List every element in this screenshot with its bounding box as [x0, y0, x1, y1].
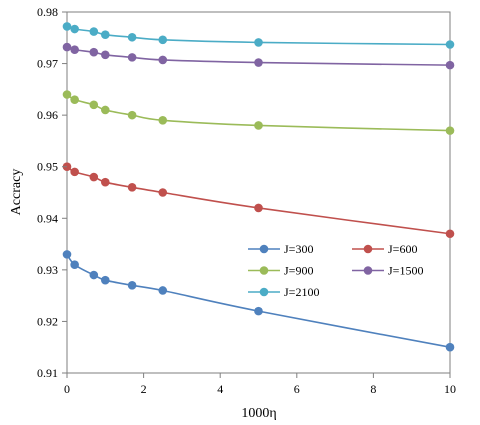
- data-point: [89, 27, 99, 36]
- legend-label: J=900: [284, 264, 313, 278]
- data-point: [62, 22, 72, 31]
- data-point: [254, 203, 263, 213]
- legend-item: J=2100: [248, 285, 319, 299]
- data-point: [445, 342, 455, 352]
- data-point: [70, 24, 79, 34]
- legend-item: J=300: [248, 242, 313, 256]
- legend-marker: [363, 266, 373, 275]
- legend-marker: [259, 287, 269, 297]
- data-point: [254, 121, 263, 130]
- data-point: [445, 40, 455, 49]
- y-tick-label: 0.91: [37, 366, 58, 380]
- data-point: [101, 105, 110, 115]
- data-point: [62, 250, 72, 259]
- legend-label: J=600: [388, 242, 417, 256]
- data-point: [445, 126, 455, 135]
- data-point: [254, 58, 263, 67]
- plot-border: [66, 11, 451, 374]
- x-tick-label: 10: [444, 382, 456, 396]
- data-point: [158, 286, 168, 295]
- legend-item: J=900: [248, 264, 313, 278]
- legend-item: J=600: [352, 242, 417, 256]
- series-j-1500: [62, 42, 455, 70]
- x-axis-title: 1000η: [241, 406, 276, 421]
- legend-label: J=2100: [284, 285, 319, 299]
- data-point: [89, 47, 99, 57]
- series-j-600: [62, 162, 455, 239]
- data-point: [62, 42, 72, 52]
- legend-marker: [363, 244, 373, 254]
- data-point: [445, 229, 455, 239]
- x-tick-label: 4: [217, 382, 223, 396]
- x-tick-label: 2: [141, 382, 147, 396]
- x-tick-label: 8: [370, 382, 376, 396]
- data-point: [70, 260, 79, 270]
- data-point: [89, 172, 99, 182]
- data-point: [89, 270, 99, 280]
- y-axis-title: Accracy: [9, 169, 24, 216]
- legend: J=300 J=600 J=900 J=1500 J=2100: [248, 242, 423, 299]
- y-tick-label: 0.95: [37, 160, 58, 174]
- y-tick-label: 0.94: [37, 211, 58, 225]
- legend-marker: [259, 244, 269, 254]
- series-j-900: [62, 90, 455, 135]
- plot-frame: [66, 11, 451, 374]
- data-point: [127, 281, 137, 290]
- data-point: [127, 183, 137, 192]
- series-lines: [62, 22, 455, 352]
- data-point: [158, 116, 168, 125]
- data-point: [158, 35, 168, 45]
- y-tick-label: 0.96: [37, 108, 58, 122]
- series-j-2100: [62, 22, 455, 49]
- data-point: [158, 55, 168, 65]
- data-point: [62, 90, 72, 99]
- x-tick-label: 0: [64, 382, 70, 396]
- data-point: [70, 45, 79, 54]
- data-point: [101, 50, 110, 60]
- data-point: [101, 30, 110, 39]
- series-line: [66, 166, 451, 235]
- legend-marker: [259, 266, 269, 275]
- data-point: [127, 53, 137, 62]
- data-point: [445, 60, 455, 70]
- data-point: [127, 110, 137, 120]
- data-point: [70, 95, 79, 104]
- data-point: [254, 38, 263, 47]
- series-j-300: [62, 250, 455, 352]
- y-tick-label: 0.93: [37, 263, 58, 277]
- legend-label: J=300: [284, 242, 313, 256]
- data-point: [89, 100, 99, 110]
- data-point: [158, 188, 168, 197]
- x-tick-label: 6: [294, 382, 300, 396]
- x-axis: 0 2 4 6 8 10: [64, 373, 456, 396]
- y-tick-label: 0.98: [37, 5, 58, 19]
- data-point: [254, 306, 263, 316]
- legend-label: J=1500: [388, 264, 423, 278]
- y-tick-label: 0.97: [37, 57, 58, 71]
- data-point: [127, 32, 137, 42]
- data-point: [101, 275, 110, 285]
- data-point: [101, 177, 110, 187]
- y-tick-label: 0.92: [37, 314, 58, 328]
- data-point: [70, 167, 79, 177]
- legend-item: J=1500: [352, 264, 423, 278]
- y-axis: 0.91 0.92 0.93 0.94 0.95 0.96 0.97 0.98: [37, 5, 67, 380]
